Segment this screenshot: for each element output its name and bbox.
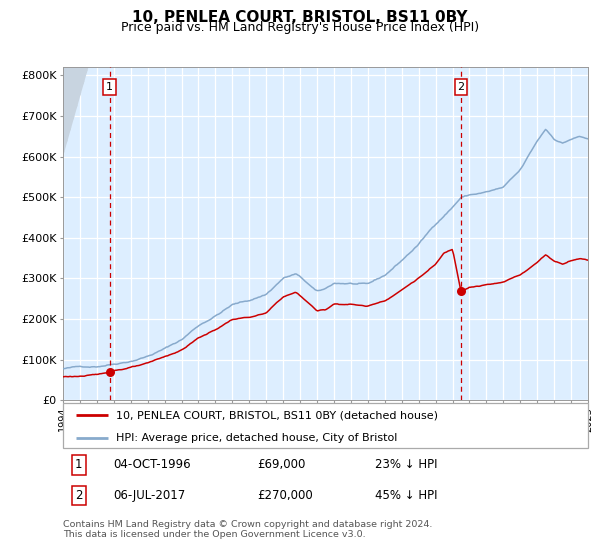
Text: 23% ↓ HPI: 23% ↓ HPI: [376, 459, 438, 472]
Text: Price paid vs. HM Land Registry's House Price Index (HPI): Price paid vs. HM Land Registry's House …: [121, 21, 479, 34]
Text: 10, PENLEA COURT, BRISTOL, BS11 0BY (detached house): 10, PENLEA COURT, BRISTOL, BS11 0BY (det…: [115, 410, 437, 421]
Text: 04-OCT-1996: 04-OCT-1996: [113, 459, 191, 472]
Text: 45% ↓ HPI: 45% ↓ HPI: [376, 489, 438, 502]
Text: £270,000: £270,000: [257, 489, 313, 502]
FancyBboxPatch shape: [63, 403, 588, 448]
Text: Contains HM Land Registry data © Crown copyright and database right 2024.
This d: Contains HM Land Registry data © Crown c…: [63, 520, 433, 539]
Text: 2: 2: [457, 82, 464, 92]
Text: 1: 1: [75, 459, 83, 472]
Polygon shape: [63, 67, 88, 157]
Text: £69,000: £69,000: [257, 459, 305, 472]
Text: 06-JUL-2017: 06-JUL-2017: [113, 489, 185, 502]
Text: 1: 1: [106, 82, 113, 92]
Text: 10, PENLEA COURT, BRISTOL, BS11 0BY: 10, PENLEA COURT, BRISTOL, BS11 0BY: [132, 10, 468, 25]
Text: 2: 2: [75, 489, 83, 502]
Text: HPI: Average price, detached house, City of Bristol: HPI: Average price, detached house, City…: [115, 433, 397, 443]
